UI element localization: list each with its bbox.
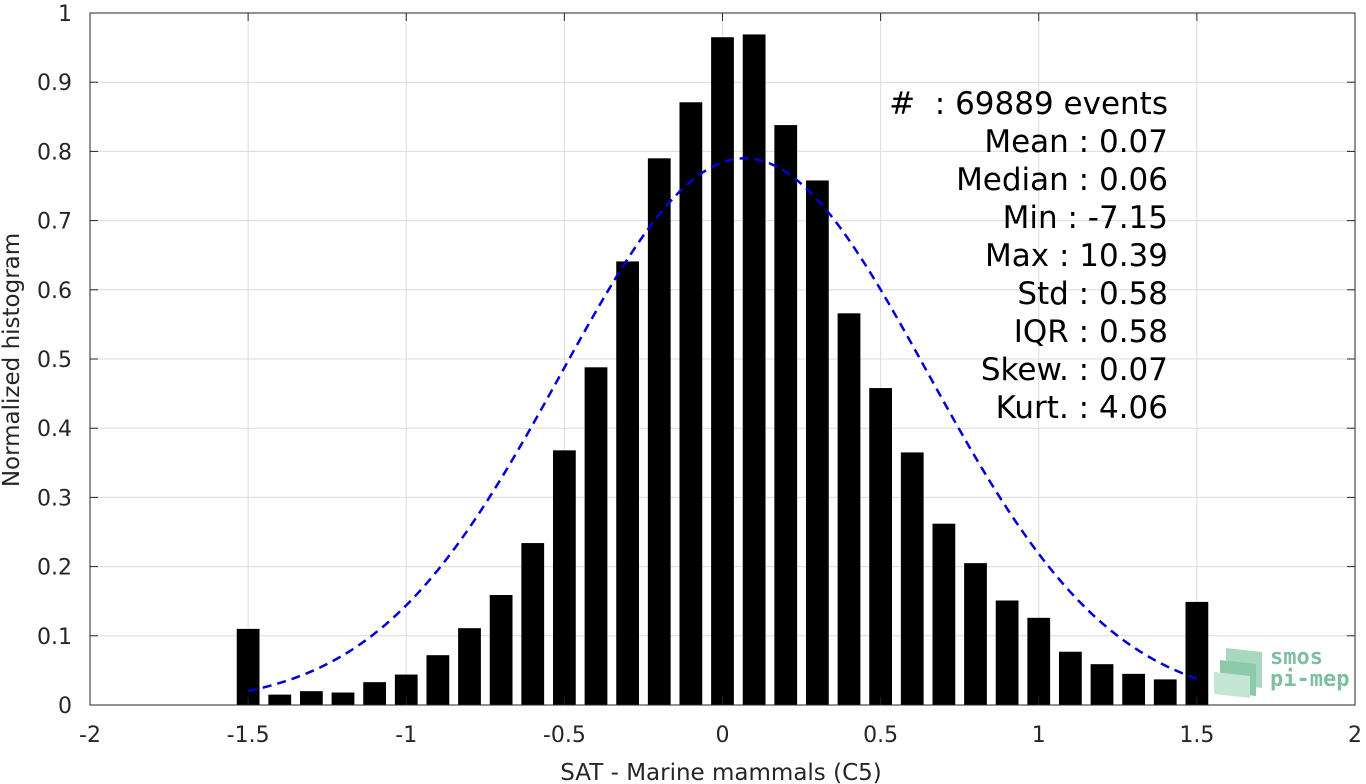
x-tick-label: -1.5 (227, 723, 270, 748)
histogram-bar (363, 682, 387, 705)
y-tick-label: 0.8 (37, 140, 72, 165)
histogram-bar (331, 692, 355, 705)
histogram-bar (584, 367, 608, 705)
histogram-bar (742, 34, 766, 705)
y-tick-label: 0.6 (37, 279, 72, 304)
histogram-bars (236, 34, 1209, 706)
histogram-bar (1185, 601, 1209, 705)
histogram-bar (1122, 673, 1146, 705)
y-tick-label: 0 (58, 694, 72, 719)
x-tick-label: -2 (79, 723, 101, 748)
stat-line: Min : -7.15 (1003, 200, 1168, 236)
histogram-bar (1058, 651, 1082, 705)
histogram-bar (426, 655, 450, 705)
smos-pi-mep-logo: smos pi-mep (1214, 645, 1349, 698)
histogram-bar (458, 628, 481, 705)
logo-line-1: smos (1270, 645, 1323, 670)
histogram-bar (900, 452, 924, 705)
histogram-bar (679, 102, 703, 705)
y-tick-label: 0.4 (37, 417, 72, 442)
histogram-bar (869, 388, 893, 705)
stat-line: IQR : 0.58 (1014, 314, 1168, 350)
histogram-bar (711, 37, 734, 706)
y-tick-label: 0.5 (37, 348, 72, 373)
histogram-bar (647, 158, 671, 705)
x-tick-label: 0.5 (863, 723, 898, 748)
stat-line: Mean : 0.07 (984, 124, 1168, 160)
y-tick-label: 0.1 (37, 625, 72, 650)
x-axis-label: SAT - Marine mammals (C5) (560, 760, 882, 784)
histogram-bar (616, 261, 640, 705)
histogram-bar (805, 180, 829, 706)
y-tick-label: 0.3 (37, 486, 72, 511)
x-tick-label: -1 (395, 723, 417, 748)
histogram-bar (774, 125, 798, 705)
y-tick-label: 0.9 (37, 71, 72, 96)
y-tick-label: 0.7 (37, 210, 72, 235)
y-tick-label: 1 (58, 2, 72, 27)
logo-line-2: pi-mep (1270, 667, 1349, 692)
histogram-bar (299, 691, 323, 705)
histogram-bar (1090, 664, 1114, 705)
histogram-bar (521, 543, 545, 705)
x-tick-label: 1.5 (1179, 723, 1214, 748)
histogram-bar (932, 523, 956, 705)
axis-ticks (89, 12, 1356, 706)
stat-line: Max : 10.39 (985, 238, 1168, 274)
histogram-bar (964, 563, 987, 705)
stat-line: Skew. : 0.07 (981, 352, 1168, 388)
stat-line: Kurt. : 4.06 (996, 390, 1168, 426)
tick-labels: -2 -1.5 -1 -0.5 0 0.5 1 1.5 2 0 0.1 0.2 0.3 0.4 0.5 0.6… (37, 2, 1362, 748)
x-tick-label: 1 (1032, 723, 1046, 748)
histogram-bar (837, 313, 861, 705)
y-axis-label: Normalized histogram (0, 233, 25, 487)
histogram-bar (995, 600, 1019, 705)
gaussian-fit-curve (247, 157, 1198, 693)
logo-mark-front (1214, 672, 1250, 698)
histogram-bar (268, 694, 292, 705)
histogram-bar (1027, 617, 1051, 705)
stat-line: # : 69889 events (889, 86, 1168, 122)
x-tick-label: 0 (716, 723, 730, 748)
histogram-bar (1153, 679, 1177, 705)
x-tick-label: 2 (1348, 723, 1362, 748)
stat-line: Std : 0.58 (1017, 276, 1168, 312)
histogram-bar (236, 628, 260, 705)
x-tick-label: -0.5 (543, 723, 586, 748)
stat-line: Median : 0.06 (956, 162, 1168, 198)
histogram-bar (489, 594, 513, 705)
y-tick-label: 0.2 (37, 556, 72, 581)
histogram-bar (552, 450, 576, 705)
histogram-bar (394, 674, 418, 705)
